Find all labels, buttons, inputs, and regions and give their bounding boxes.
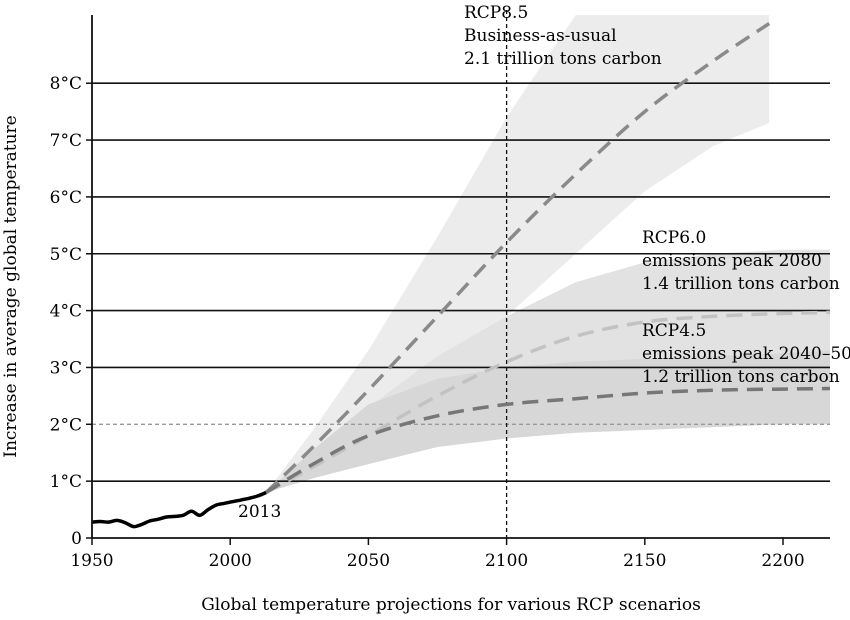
y-tick-label: 0 [71,529,82,549]
x-axis-title: Global temperature projections for vario… [201,595,701,615]
gridlines [92,10,830,538]
x-tick-label: 2200 [761,551,804,571]
y-tick-label: 6°C [50,188,82,208]
y-tick-label: 8°C [50,74,82,94]
annotation-rcp85-line-1: RCP8.5 [464,3,528,23]
annotation-rcp45-line-1: RCP4.5 [642,321,706,341]
annotation-rcp60-line-1: RCP6.0 [642,228,706,248]
x-tick-label: 2150 [623,551,666,571]
annotation-rcp60-line-3: 1.4 trillion tons carbon [642,274,840,294]
y-tick-label: 5°C [50,245,82,265]
band-rcp45 [266,350,831,493]
series-line-rcp60 [265,310,831,495]
annotation-rcp85-line-2: Business-as-usual [464,26,617,46]
y-tick-label: 7°C [50,131,82,151]
text-labels: 0 1°C 2°C 3°C 4°C 5°C 6°C 7°C 8°C 1950 2000 2050 210… [1,3,850,615]
x-tick-label: 2050 [347,551,390,571]
annotation-rcp45-line-2: emissions peak 2040–50 [642,344,850,364]
y-axis-title: Increase in average global temperature [1,115,21,458]
x-tick-label: 2100 [485,551,528,571]
y-tick-label: 1°C [50,472,82,492]
x-tick-label: 2000 [209,551,252,571]
y-tick-label: 2°C [50,415,82,435]
observed-line [91,490,267,529]
annotation-rcp60-line-2: emissions peak 2080 [642,251,822,271]
annotation-rcp85-line-3: 2.1 trillion tons carbon [464,49,662,69]
y-tick-label: 4°C [50,302,82,322]
y-tick-label: 3°C [50,358,82,378]
series-lines [91,22,831,529]
observed-year-label: 2013 [238,502,281,522]
annotation-rcp45-line-3: 1.2 trillion tons carbon [642,367,840,387]
x-tick-label: 1950 [70,551,113,571]
axes [86,15,830,545]
